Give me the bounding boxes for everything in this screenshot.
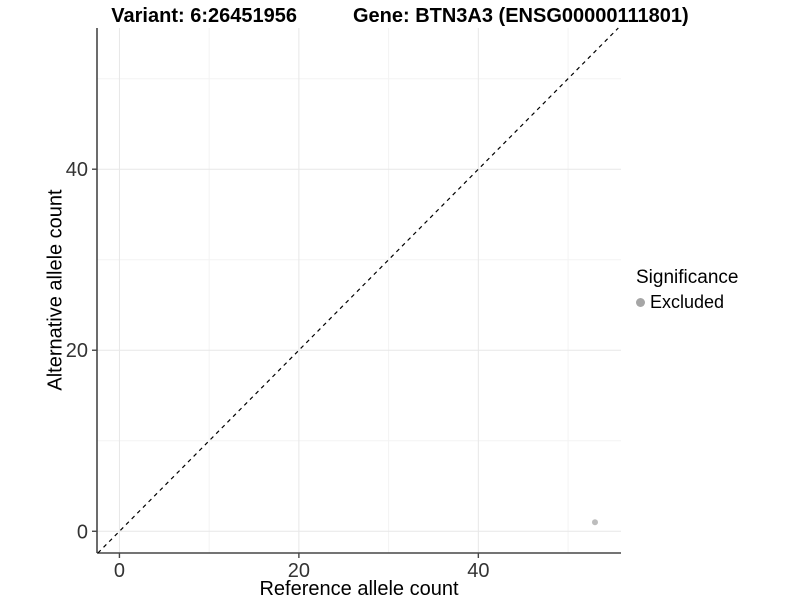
y-tick-label: 20 [66, 340, 88, 362]
plot-title-variant: Variant: 6:26451956 [111, 5, 297, 27]
x-tick-label: 20 [288, 560, 310, 582]
y-axis-title: Alternative allele count [44, 189, 67, 391]
legend-entry: Excluded [636, 292, 738, 313]
data-points [591, 519, 598, 526]
y-tick-label: 0 [77, 521, 88, 543]
gridlines-major [97, 28, 621, 553]
axis-ticks [92, 168, 480, 558]
x-tick-label: 0 [114, 560, 125, 582]
identity-line [97, 27, 619, 554]
plot-title-gene: Gene: BTN3A3 (ENSG00000111801) [352, 5, 689, 27]
gridlines-minor [97, 28, 621, 553]
legend: Significance Excluded [636, 267, 738, 313]
legend-key-dot [636, 298, 645, 307]
identity-dashed-line [97, 27, 619, 554]
legend-entry-label: Excluded [650, 292, 725, 312]
x-axis-title: Reference allele count [259, 578, 459, 600]
legend-title: Significance [636, 267, 739, 288]
axis-tick-labels: 0 20 40 0 20 40 [66, 159, 490, 582]
axis-lines [96, 28, 621, 554]
y-tick-label: 40 [66, 159, 88, 181]
data-point [591, 519, 598, 526]
x-tick-label: 40 [467, 560, 489, 582]
plot-title: Variant: 6:26451956 Gene: BTN3A3 (ENSG00… [0, 5, 800, 28]
